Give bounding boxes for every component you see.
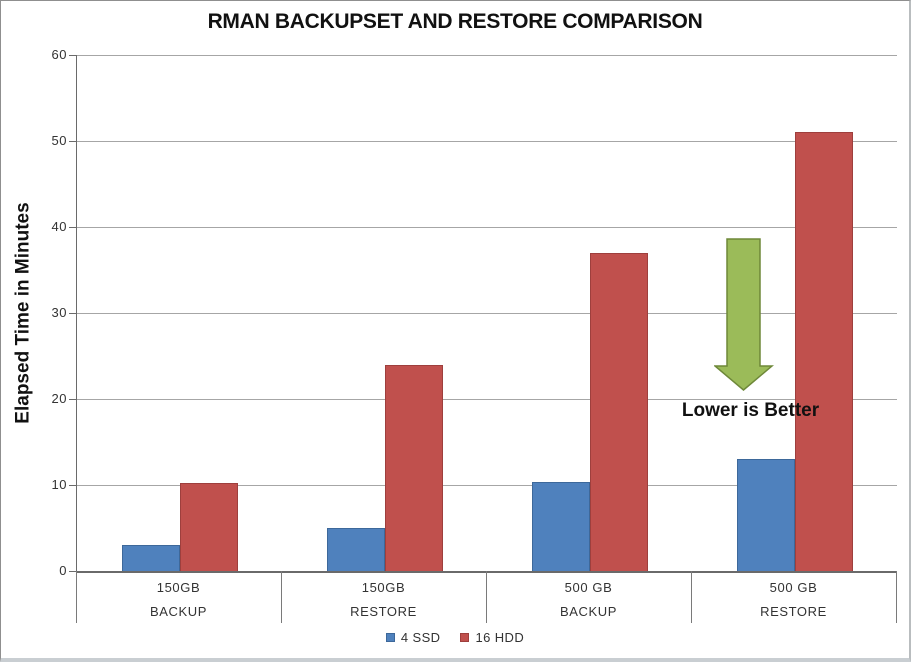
legend-item-4-ssd: 4 SSD xyxy=(385,630,441,645)
y-tick-label-10: 10 xyxy=(51,477,67,492)
legend-item-16-hdd: 16 HDD xyxy=(460,630,524,645)
y-tick-label-0: 0 xyxy=(59,563,67,578)
category-label-operation: RESTORE xyxy=(350,604,417,619)
legend-label-16-hdd: 16 HDD xyxy=(475,630,525,645)
category-label-size: 150GB xyxy=(156,580,201,595)
category-label-operation: RESTORE xyxy=(760,604,827,619)
category-divider-0 xyxy=(76,571,77,623)
bar-16-hdd-150gb-backup xyxy=(179,483,238,571)
annotation-lower-is-better: Lower is Better xyxy=(681,400,820,421)
gridline-60 xyxy=(77,55,897,56)
lower-is-better-arrow xyxy=(714,238,774,391)
legend-marker-16-hdd xyxy=(460,633,470,642)
y-tick-mark-10 xyxy=(69,485,76,486)
gridline-40 xyxy=(77,227,897,228)
y-tick-label-40: 40 xyxy=(51,219,67,234)
category-label-150gb-backup: 150GB BACKUP xyxy=(76,578,281,624)
category-label-size: 500 GB xyxy=(564,580,613,595)
bar-16-hdd-150gb-restore xyxy=(384,364,443,571)
y-tick-mark-30 xyxy=(69,313,76,314)
bar-4-ssd-500-gb-backup xyxy=(531,481,590,571)
y-tick-mark-0 xyxy=(69,571,76,572)
bar-4-ssd-150gb-restore xyxy=(326,528,385,571)
y-tick-mark-40 xyxy=(69,227,76,228)
category-label-operation: BACKUP xyxy=(149,604,208,619)
down-arrow-icon xyxy=(714,238,774,391)
gridline-30 xyxy=(77,313,897,314)
plot-area xyxy=(76,55,897,573)
bar-4-ssd-150gb-backup xyxy=(121,545,180,571)
bar-4-ssd-500-gb-restore xyxy=(736,459,795,571)
category-divider-3 xyxy=(691,571,692,623)
category-label-150gb-restore: 150GB RESTORE xyxy=(281,578,486,624)
y-tick-mark-60 xyxy=(69,55,76,56)
y-tick-mark-20 xyxy=(69,399,76,400)
category-label-500-gb-backup: 500 GB BACKUP xyxy=(486,578,691,624)
category-label-500-gb-restore: 500 GB RESTORE xyxy=(691,578,896,624)
y-tick-label-30: 30 xyxy=(51,305,67,320)
gridline-10 xyxy=(77,485,897,486)
category-label-size: 500 GB xyxy=(769,580,818,595)
y-tick-label-50: 50 xyxy=(51,133,67,148)
y-tick-mark-50 xyxy=(69,141,76,142)
category-label-operation: BACKUP xyxy=(559,604,618,619)
y-tick-label-20: 20 xyxy=(51,391,67,406)
gridline-20 xyxy=(77,399,897,400)
bar-16-hdd-500-gb-restore xyxy=(794,132,853,571)
legend-label-4-ssd: 4 SSD xyxy=(400,630,441,645)
category-divider-1 xyxy=(281,571,282,623)
category-divider-4 xyxy=(896,571,897,623)
legend-marker-4-ssd xyxy=(385,633,395,642)
bar-16-hdd-500-gb-backup xyxy=(589,252,648,571)
gridline-50 xyxy=(77,141,897,142)
category-divider-2 xyxy=(486,571,487,623)
chart-title: RMAN BACKUPSET AND RESTORE COMPARISON xyxy=(207,10,703,33)
legend: 4 SSD 16 HDD xyxy=(1,630,909,645)
y-tick-label-60: 60 xyxy=(51,47,67,62)
category-label-size: 150GB xyxy=(361,580,406,595)
